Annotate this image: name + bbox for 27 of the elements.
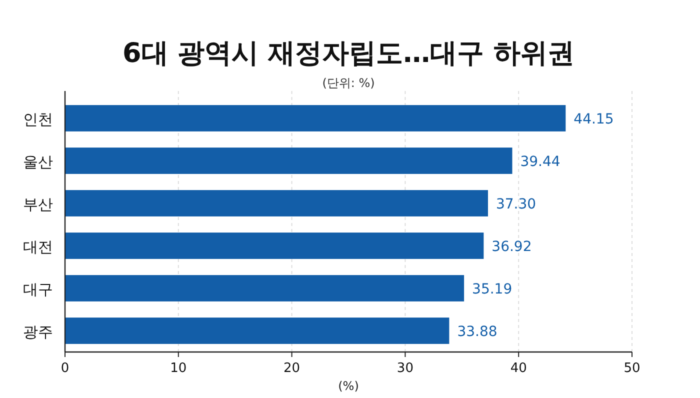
- y-tick-label: 대구: [23, 280, 53, 298]
- text: 39.44: [520, 154, 560, 170]
- x-tick-label: 30: [396, 361, 414, 376]
- x-tick-label: 40: [510, 361, 527, 376]
- x-tick-label: 10: [170, 361, 187, 376]
- chart-subtitle: (단위: %): [322, 76, 375, 90]
- bar: [65, 190, 488, 216]
- text: 36.92: [492, 238, 532, 255]
- bar: [65, 148, 512, 174]
- y-tick-label: 광주: [23, 322, 53, 341]
- text: 44.15: [574, 111, 614, 128]
- x-tick-label: 50: [624, 361, 640, 376]
- y-tick-label: 인천: [23, 110, 53, 128]
- text: 35.19: [472, 281, 512, 298]
- chart-title: 6대 광역시 재정자립도…대구 하위권: [122, 38, 574, 69]
- text: 33.88: [457, 324, 498, 340]
- x-tick-label: 0: [60, 361, 70, 376]
- bar: [65, 232, 484, 259]
- y-tick-label: 울산: [23, 152, 53, 171]
- bar: [65, 275, 464, 302]
- bar: [65, 318, 450, 344]
- x-axis-title: (%): [338, 379, 359, 393]
- text: 37.30: [496, 196, 536, 212]
- x-tick-label: 20: [284, 361, 300, 376]
- y-tick-label: 부산: [23, 195, 53, 214]
- y-tick-label: 대전: [23, 238, 53, 256]
- bar: [65, 105, 566, 132]
